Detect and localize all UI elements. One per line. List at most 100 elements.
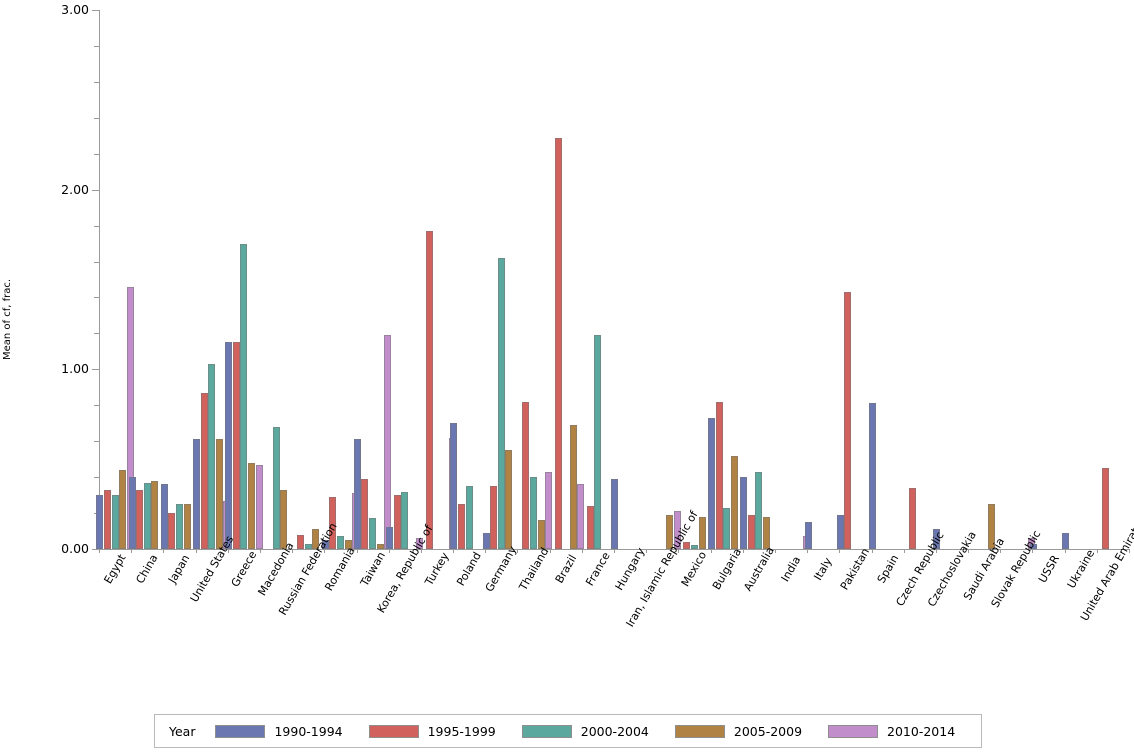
x-tick — [99, 549, 100, 553]
bar — [458, 504, 466, 549]
bar — [344, 540, 352, 549]
x-axis-label-text: Germany — [483, 543, 520, 595]
bar — [594, 335, 602, 549]
y-axis-line — [99, 10, 100, 549]
bar — [522, 401, 530, 549]
y-tick-minor — [94, 297, 99, 299]
x-tick — [356, 549, 358, 553]
bar — [183, 504, 191, 549]
x-axis-label: Bulgaria — [710, 546, 744, 592]
bar — [730, 455, 738, 549]
legend-swatch — [368, 724, 419, 738]
x-axis-label: Italy — [812, 555, 835, 582]
bar — [577, 484, 585, 549]
bar — [1101, 468, 1109, 549]
bar — [1029, 543, 1037, 549]
bar — [96, 495, 104, 549]
bar-group — [1029, 10, 1067, 549]
bar — [369, 518, 377, 549]
bar — [225, 342, 233, 549]
x-axis-label-text: Taiwan — [357, 549, 388, 589]
bar — [104, 489, 111, 549]
x-tick — [292, 549, 294, 553]
y-tick-minor — [94, 261, 99, 263]
x-axis-label: Pakistan — [838, 546, 872, 592]
x-axis-label-text: Pakistan — [838, 545, 873, 593]
x-axis-label: Thailand — [516, 545, 551, 592]
x-tick — [774, 549, 776, 553]
x-tick — [614, 549, 615, 553]
bar-group — [128, 10, 166, 549]
bar-group — [96, 10, 134, 549]
x-axis-label-text: Greece — [228, 548, 260, 590]
legend-entry[interactable]: 2010-2014 — [828, 724, 955, 739]
bar-group — [1062, 10, 1099, 549]
x-tick — [839, 549, 841, 553]
x-axis-label: Romania — [323, 545, 358, 593]
x-axis-label: Brazil — [552, 552, 579, 585]
bar — [336, 536, 344, 549]
x-tick — [581, 549, 583, 553]
bar — [232, 342, 240, 549]
x-axis-label-text: Hungary — [612, 545, 648, 593]
x-axis-label: Mexico — [679, 549, 709, 589]
bar — [804, 522, 812, 549]
y-tick-minor — [94, 477, 99, 479]
bar-group — [740, 10, 777, 549]
bar — [666, 514, 674, 549]
bar-group — [965, 10, 1002, 549]
bar-group — [386, 10, 424, 549]
x-tick — [131, 549, 133, 553]
y-tick-minor — [94, 81, 99, 83]
x-axis-label: Greece — [228, 549, 259, 589]
x-axis-label-text: France — [583, 549, 613, 589]
bar — [740, 477, 748, 549]
x-tick — [807, 549, 809, 553]
bar — [361, 478, 369, 549]
bar — [747, 514, 755, 549]
legend-entry[interactable]: 2000-2004 — [521, 724, 649, 739]
bar-group — [644, 10, 681, 549]
bar-group — [579, 10, 616, 549]
x-axis-label: Japan — [166, 552, 193, 585]
bar — [554, 137, 562, 549]
bar — [312, 529, 320, 549]
legend-swatch — [215, 724, 266, 738]
legend-label: 2005-2009 — [733, 723, 803, 739]
legend-entry[interactable]: 1995-1999 — [368, 723, 496, 739]
x-axis-label: Taiwan — [358, 550, 388, 589]
legend-entry[interactable]: 2005-2009 — [674, 723, 803, 739]
y-tick-minor — [94, 225, 99, 227]
bar — [416, 538, 424, 549]
x-axis-label-text: Brazil — [552, 552, 580, 586]
bar-group — [804, 10, 842, 549]
x-tick — [935, 549, 937, 553]
legend-label: 1995-1999 — [427, 723, 496, 739]
x-tick — [871, 549, 873, 553]
y-tick-label: 0.00 — [61, 541, 89, 556]
bar — [168, 513, 176, 549]
bar — [683, 541, 691, 549]
bar — [208, 363, 216, 549]
bar — [386, 527, 394, 549]
bar — [755, 471, 763, 549]
bar — [673, 511, 681, 549]
x-tick — [710, 549, 712, 553]
x-axis-label: France — [583, 550, 613, 588]
bar-group — [676, 10, 713, 549]
x-axis-label: USSR — [1035, 553, 1061, 585]
bar — [505, 450, 513, 549]
x-axis-label-text: USSR — [1035, 552, 1062, 586]
x-axis-label: China — [134, 552, 161, 586]
bar — [530, 477, 538, 549]
y-tick-major — [92, 189, 99, 191]
x-tick — [1129, 549, 1130, 553]
bar — [255, 464, 263, 549]
y-tick-label: 2.00 — [61, 181, 89, 197]
legend-entry[interactable]: 1990-1994 — [215, 724, 343, 739]
bar-group — [353, 10, 392, 549]
y-tick-major — [92, 549, 99, 550]
bar — [844, 292, 852, 549]
bar — [611, 478, 619, 549]
x-tick — [646, 549, 648, 553]
